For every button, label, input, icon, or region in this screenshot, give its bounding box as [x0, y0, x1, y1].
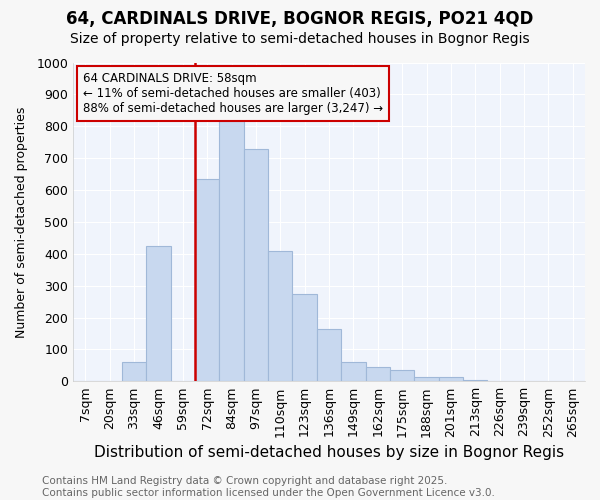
Bar — [195, 179, 220, 382]
Bar — [365, 367, 390, 382]
Text: Contains HM Land Registry data © Crown copyright and database right 2025.
Contai: Contains HM Land Registry data © Crown c… — [42, 476, 495, 498]
Bar — [292, 294, 317, 382]
Y-axis label: Number of semi-detached properties: Number of semi-detached properties — [15, 106, 28, 338]
Bar — [317, 328, 341, 382]
Text: Size of property relative to semi-detached houses in Bognor Regis: Size of property relative to semi-detach… — [70, 32, 530, 46]
Bar — [463, 380, 487, 382]
Bar — [268, 250, 292, 382]
X-axis label: Distribution of semi-detached houses by size in Bognor Regis: Distribution of semi-detached houses by … — [94, 445, 564, 460]
Bar — [390, 370, 415, 382]
Bar — [415, 376, 439, 382]
Bar — [220, 122, 244, 382]
Bar — [439, 376, 463, 382]
Bar — [341, 362, 365, 382]
Text: 64 CARDINALS DRIVE: 58sqm
← 11% of semi-detached houses are smaller (403)
88% of: 64 CARDINALS DRIVE: 58sqm ← 11% of semi-… — [83, 72, 383, 115]
Bar — [244, 148, 268, 382]
Bar — [122, 362, 146, 382]
Bar — [146, 246, 170, 382]
Text: 64, CARDINALS DRIVE, BOGNOR REGIS, PO21 4QD: 64, CARDINALS DRIVE, BOGNOR REGIS, PO21 … — [67, 10, 533, 28]
